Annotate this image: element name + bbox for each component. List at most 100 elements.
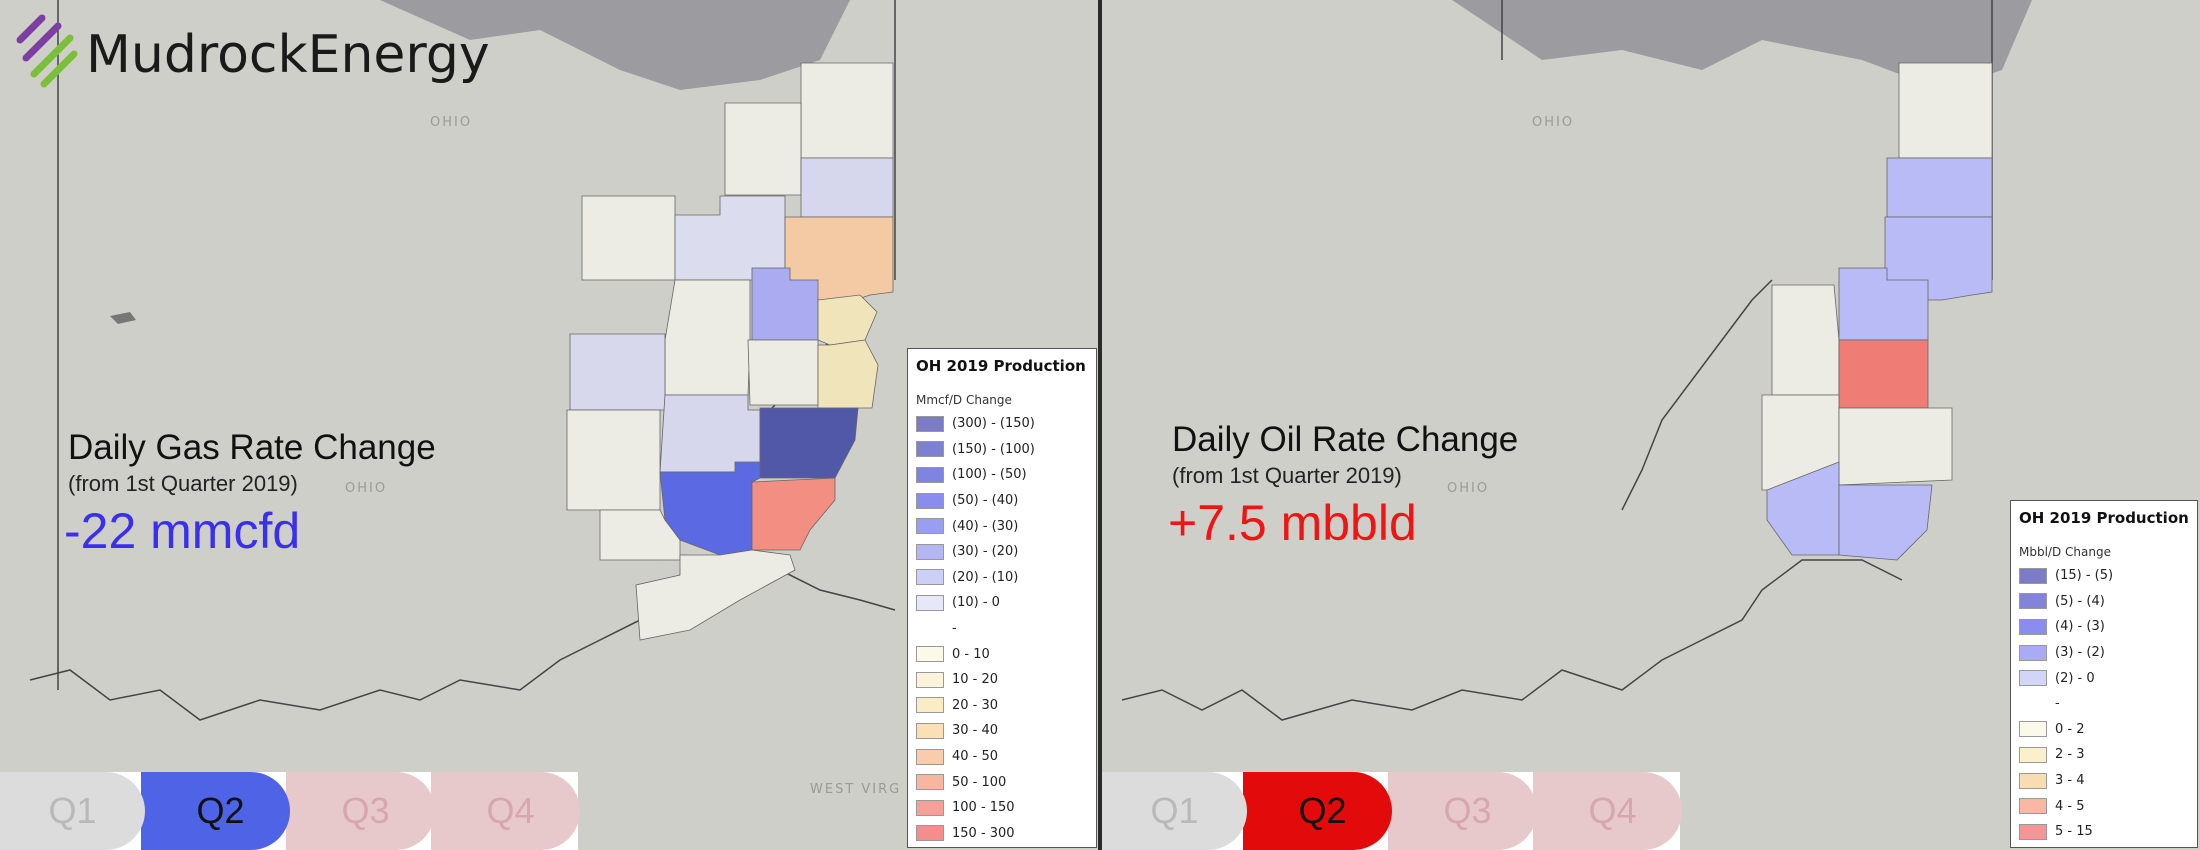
legend-item: (40) - (30) — [908, 513, 1096, 539]
legend-swatch — [916, 646, 944, 663]
ohio-state-label: OHIO — [430, 115, 473, 130]
logo-wordmark: MudrockEnergy — [86, 25, 490, 85]
legend-title: OH 2019 Production — [2019, 509, 2189, 527]
ohio-state-label: OHIO — [1532, 115, 1575, 130]
legend-label: 50 - 100 — [952, 774, 1007, 790]
basemap — [1121, 0, 2032, 721]
quarter-button-q3[interactable]: Q3 — [280, 772, 435, 850]
legend-swatch — [916, 492, 944, 509]
legend-label: (4) - (3) — [2055, 619, 2105, 635]
legend-item: - — [908, 616, 1096, 642]
legend-item: 5 - 15 — [2011, 819, 2197, 845]
legend-swatch — [2019, 721, 2047, 738]
oil-map-panel: OHIO OHIO Daily Oil Rate Change (from 1s… — [1102, 0, 2200, 850]
legend-item: 10 - 20 — [908, 667, 1096, 693]
gas-chart-title: Daily Gas Rate Change — [68, 428, 436, 467]
quarter-button-q4[interactable]: Q4 — [425, 772, 580, 850]
legend-swatch — [916, 697, 944, 714]
counties-gas — [566, 62, 894, 641]
legend-swatch — [2019, 823, 2047, 840]
west-virginia-label: WEST VIRG — [810, 782, 902, 797]
quarter-button-q1[interactable]: Q1 — [0, 772, 145, 850]
legend-swatch — [2019, 670, 2047, 687]
legend-item: (4) - (3) — [2011, 614, 2197, 640]
gas-chart-subtitle: (from 1st Quarter 2019) — [68, 471, 298, 496]
legend-label: - — [952, 621, 957, 637]
legend-item: (100) - (50) — [908, 462, 1096, 488]
quarter-button-q4[interactable]: Q4 — [1527, 772, 1682, 850]
legend-swatch — [2019, 644, 2047, 661]
legend-swatch — [916, 774, 944, 791]
legend-swatch — [2019, 593, 2047, 610]
legend-item: (10) - 0 — [908, 590, 1096, 616]
legend-item: (50) - (40) — [908, 488, 1096, 514]
legend-swatch — [916, 671, 944, 688]
legend-label: 100 - 150 — [952, 800, 1015, 816]
gas-quarter-selector: Q4 Q3 Q2 Q1 — [0, 772, 580, 850]
ohio-river — [1121, 559, 1903, 721]
legend-swatch — [2019, 696, 2047, 712]
legend-item: 20 - 30 — [908, 693, 1096, 719]
state-border — [57, 0, 896, 690]
legend-label: (20) - (10) — [952, 569, 1019, 585]
quarter-button-q2[interactable]: Q2 — [135, 772, 290, 850]
legend-item: 100 - 150 — [908, 795, 1096, 821]
quarter-button-q2[interactable]: Q2 — [1237, 772, 1392, 850]
panel-divider — [1098, 0, 1102, 850]
legend-swatch — [916, 621, 944, 637]
legend-label: 5 - 15 — [2055, 824, 2093, 840]
legend-label: 40 - 50 — [952, 749, 999, 765]
legend-label: (30) - (20) — [952, 544, 1019, 560]
logo-mark — [16, 14, 78, 88]
quarter-button-q1[interactable]: Q1 — [1102, 772, 1247, 850]
legend-item: (2) - 0 — [2011, 665, 2197, 691]
legend-label: 2 - 3 — [2055, 747, 2085, 763]
gas-legend: OH 2019 Production Mmcf/D Change (300) -… — [907, 348, 1097, 848]
legend-item: 50 - 100 — [908, 769, 1096, 795]
legend-rows: (15) - (5) (5) - (4) (4) - (3) (3) - (2) (2)… — [2011, 563, 2197, 845]
legend-rows: (300) - (150) (150) - (100) (100) - (50) (5… — [908, 411, 1096, 846]
quarter-button-q3[interactable]: Q3 — [1382, 772, 1537, 850]
legend-label: 20 - 30 — [952, 697, 999, 713]
oil-rate-value: +7.5 mbbld — [1168, 495, 1417, 551]
legend-swatch — [2019, 618, 2047, 635]
legend-item: (30) - (20) — [908, 539, 1096, 565]
legend-swatch — [916, 415, 944, 432]
legend-swatch — [916, 543, 944, 560]
oil-chart-subtitle: (from 1st Quarter 2019) — [1172, 463, 1402, 488]
legend-item: (150) - (100) — [908, 437, 1096, 463]
legend-title: OH 2019 Production — [916, 357, 1086, 375]
legend-swatch — [916, 466, 944, 483]
legend-swatch — [916, 518, 944, 535]
legend-label: (3) - (2) — [2055, 645, 2105, 661]
legend-unit: Mmcf/D Change — [916, 393, 1012, 407]
legend-item: (3) - (2) — [2011, 640, 2197, 666]
legend-label: (150) - (100) — [952, 441, 1035, 457]
legend-swatch — [916, 748, 944, 765]
legend-swatch — [916, 722, 944, 739]
legend-swatch — [916, 441, 944, 458]
legend-swatch — [916, 825, 944, 842]
mudrock-logo: MudrockEnergy — [16, 14, 490, 88]
legend-label: (50) - (40) — [952, 493, 1019, 509]
legend-item: (5) - (4) — [2011, 589, 2197, 615]
legend-label: 150 - 300 — [952, 825, 1015, 841]
legend-item: 0 - 10 — [908, 641, 1096, 667]
legend-label: (10) - 0 — [952, 595, 1000, 611]
oil-legend: OH 2019 Production Mbbl/D Change (15) - … — [2010, 500, 2198, 848]
legend-swatch — [916, 594, 944, 611]
legend-item: 150 - 300 — [908, 821, 1096, 847]
lake-erie — [380, 0, 850, 90]
oil-quarter-selector: Q4 Q3 Q2 Q1 — [1102, 772, 1682, 850]
legend-item: (15) - (5) — [2011, 563, 2197, 589]
ohio-inner-label: OHIO — [1447, 481, 1490, 496]
legend-label: (40) - (30) — [952, 518, 1019, 534]
legend-item: 30 - 40 — [908, 718, 1096, 744]
lake-erie — [1452, 0, 2032, 90]
legend-label: (300) - (150) — [952, 416, 1035, 432]
legend-label: (15) - (5) — [2055, 568, 2114, 584]
legend-swatch — [916, 569, 944, 586]
basemap — [29, 0, 896, 721]
gas-rate-value: -22 mmcfd — [64, 503, 301, 559]
legend-swatch — [2019, 772, 2047, 789]
